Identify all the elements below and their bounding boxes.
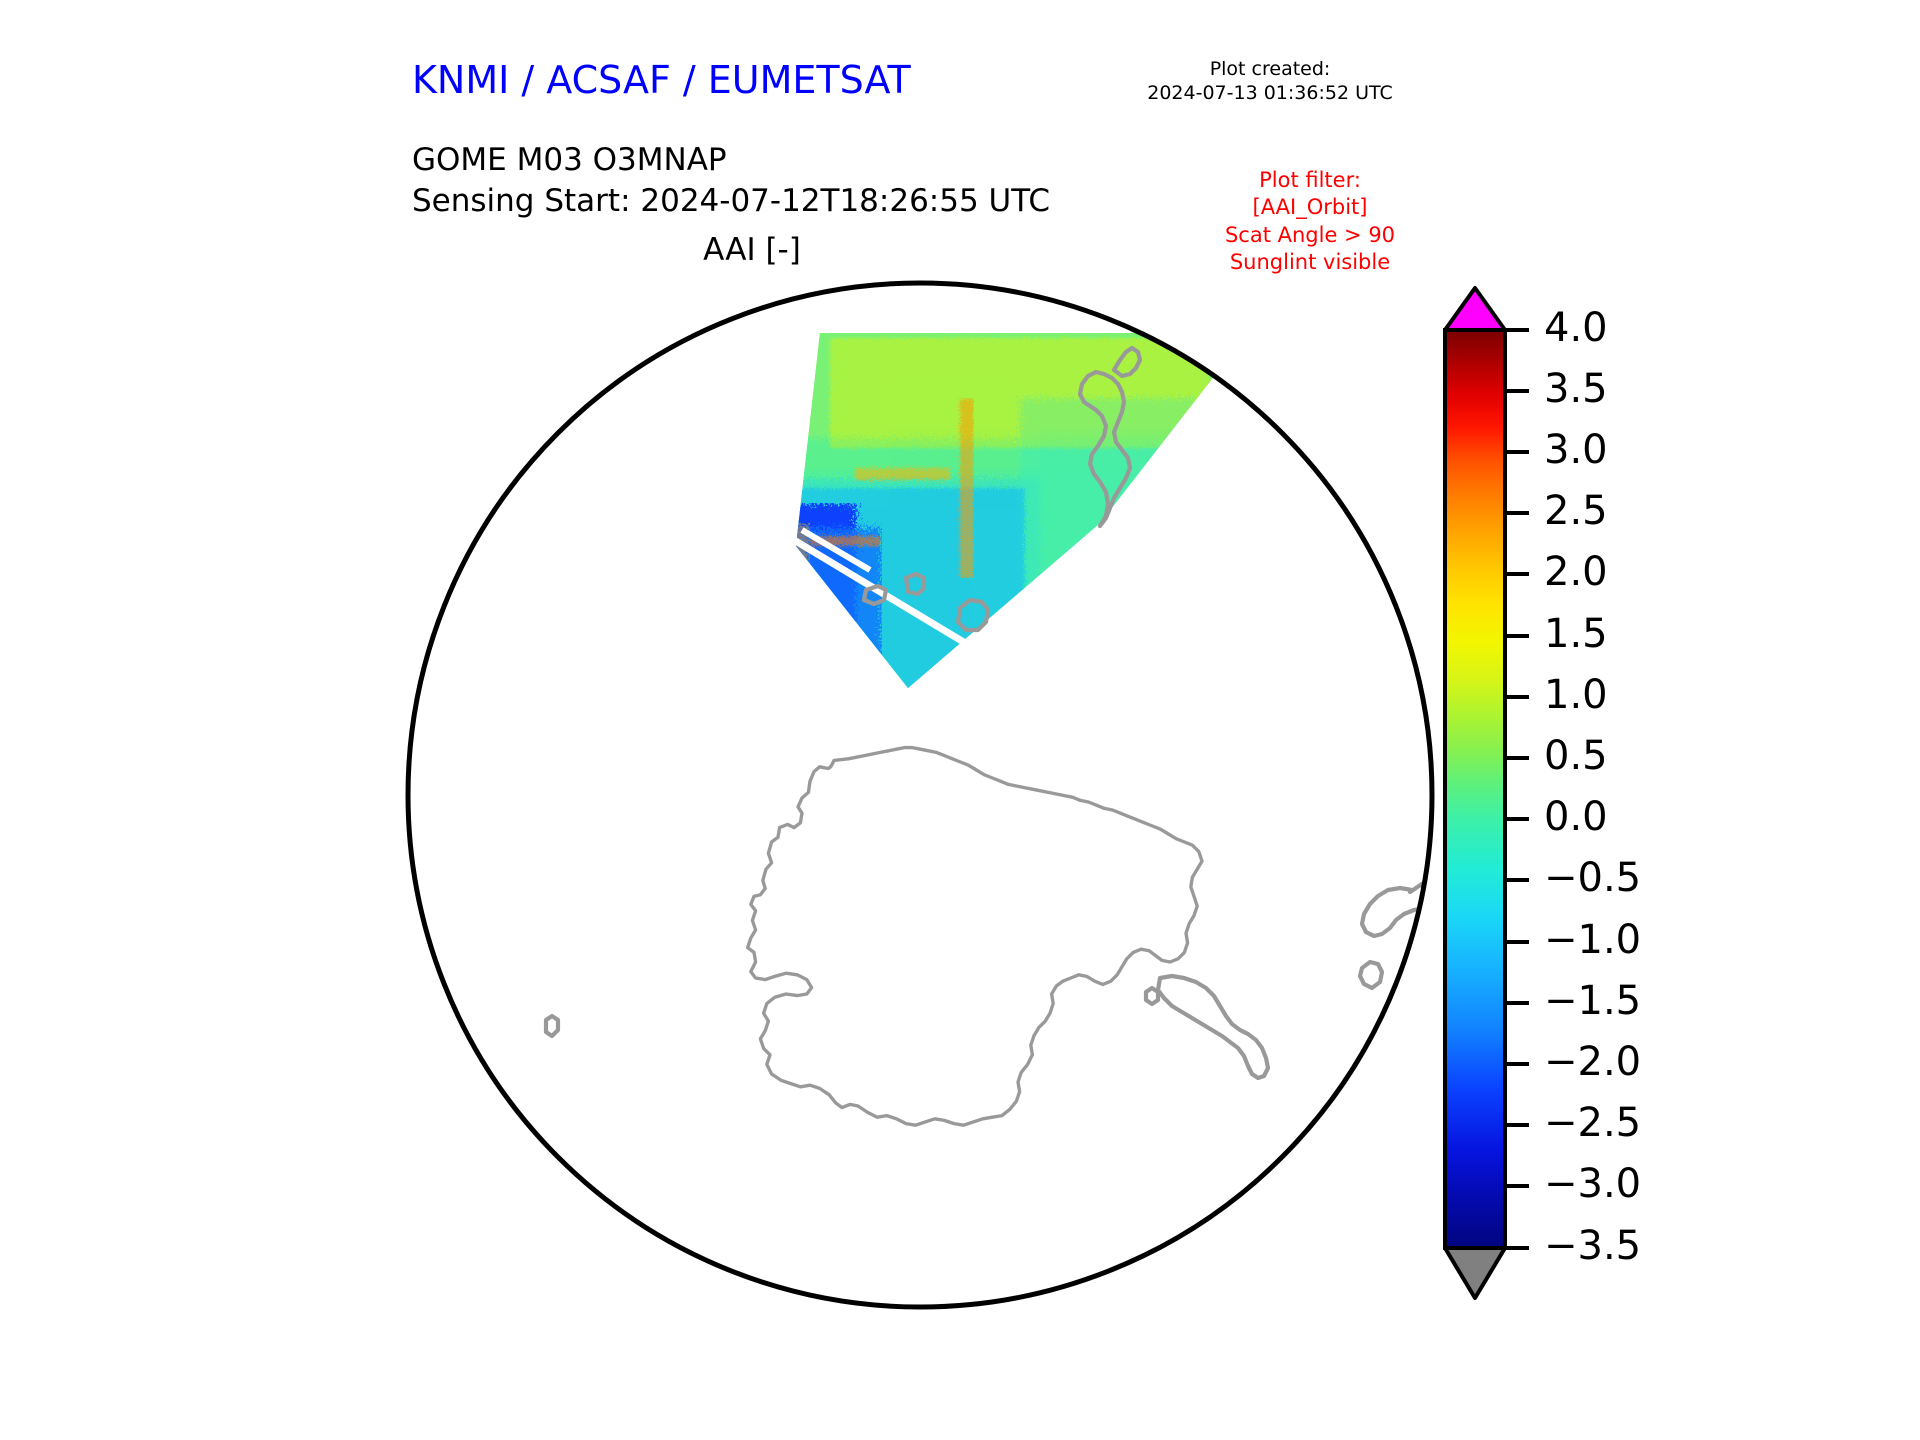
colorbar-tick-labels: 4.0 3.5 3.0 2.5 2.0 1.5 1.0 0.5 0.0 −0.5… xyxy=(1544,305,1641,1269)
organisation-title: KNMI / ACSAF / EUMETSAT xyxy=(412,58,911,102)
colorbar-tick-label: −3.0 xyxy=(1544,1161,1641,1207)
coastline-falkland-islands xyxy=(1357,959,1385,991)
colorbar-tick-label: 0.0 xyxy=(1544,794,1608,840)
product-title-block: GOME M03 O3MNAP Sensing Start: 2024-07-1… xyxy=(412,140,1050,222)
plot-filter-block: Plot filter: [AAI_Orbit] Scat Angle > 90… xyxy=(1180,167,1440,276)
colorbar-tick-label: 4.0 xyxy=(1544,305,1608,351)
colorbar-under-arrow xyxy=(1443,1246,1507,1300)
quantity-title: AAI [-] xyxy=(703,232,801,268)
colorbar-tick-label: −1.5 xyxy=(1544,978,1641,1024)
colorbar-tick-label: −0.5 xyxy=(1544,855,1641,901)
plot-filter-sunglint: Sunglint visible xyxy=(1229,249,1391,274)
coastline-ross-island xyxy=(1143,985,1161,1007)
product-name: GOME M03 O3MNAP xyxy=(412,142,727,178)
colorbar-panel: 4.0 3.5 3.0 2.5 2.0 1.5 1.0 0.5 0.0 −0.5… xyxy=(1432,280,1732,1340)
swath-gap-line xyxy=(792,537,1042,691)
colorbar-tick-label: 1.0 xyxy=(1544,672,1608,718)
plot-filter-scat-angle: Scat Angle > 90 xyxy=(1224,222,1396,247)
colorbar-tick-label: 3.5 xyxy=(1544,366,1608,412)
colorbar-tick-label: 0.5 xyxy=(1544,733,1608,779)
coastline-new-zealand-north xyxy=(1111,345,1143,379)
coastline-subantarctic-island-a xyxy=(955,597,991,633)
coastline-small-island-west xyxy=(543,1013,561,1039)
plot-filter-dataset: [AAI_Orbit] xyxy=(1252,195,1368,220)
coastline-subantarctic-island-b xyxy=(903,571,927,597)
coastline-new-zealand xyxy=(1077,369,1133,529)
coastline-south-america xyxy=(1359,885,1432,1041)
polar-map xyxy=(405,280,1435,1310)
sensing-start: Sensing Start: 2024-07-12T18:26:55 UTC xyxy=(412,183,1050,220)
colorbar-tick-label: 2.0 xyxy=(1544,549,1608,595)
colorbar-tick-label: 2.5 xyxy=(1544,488,1608,534)
coastline-antarctica xyxy=(745,745,1204,1127)
colorbar-tick-label: 3.0 xyxy=(1544,427,1608,473)
colorbar-ticks xyxy=(1505,328,1529,1250)
colorbar-tick-label: −2.5 xyxy=(1544,1100,1641,1146)
map-panel xyxy=(400,278,1440,1320)
colorbar-tick-label: −3.5 xyxy=(1544,1223,1641,1269)
plot-filter-label: Plot filter: xyxy=(1259,168,1361,192)
plot-created-block: Plot created: 2024-07-13 01:36:52 UTC xyxy=(1100,57,1440,106)
map-boundary-circle xyxy=(405,280,1435,1310)
colorbar-gradient xyxy=(1443,328,1507,1250)
colorbar-tick-label: −2.0 xyxy=(1544,1039,1641,1085)
colorbar-tick-label: 1.5 xyxy=(1544,611,1608,657)
colorbar-over-arrow xyxy=(1443,286,1507,332)
coastline-subantarctic-island-c xyxy=(861,583,889,607)
colorbar: 4.0 3.5 3.0 2.5 2.0 1.5 1.0 0.5 0.0 −0.5… xyxy=(1443,286,1641,1300)
plot-created-label: Plot created: xyxy=(1209,58,1331,80)
map-background-disc xyxy=(408,283,1432,1307)
colorbar-tick-label: −1.0 xyxy=(1544,917,1641,963)
plot-created-timestamp: 2024-07-13 01:36:52 UTC xyxy=(1147,82,1393,105)
coastline-antarctic-peninsula xyxy=(1155,973,1271,1081)
